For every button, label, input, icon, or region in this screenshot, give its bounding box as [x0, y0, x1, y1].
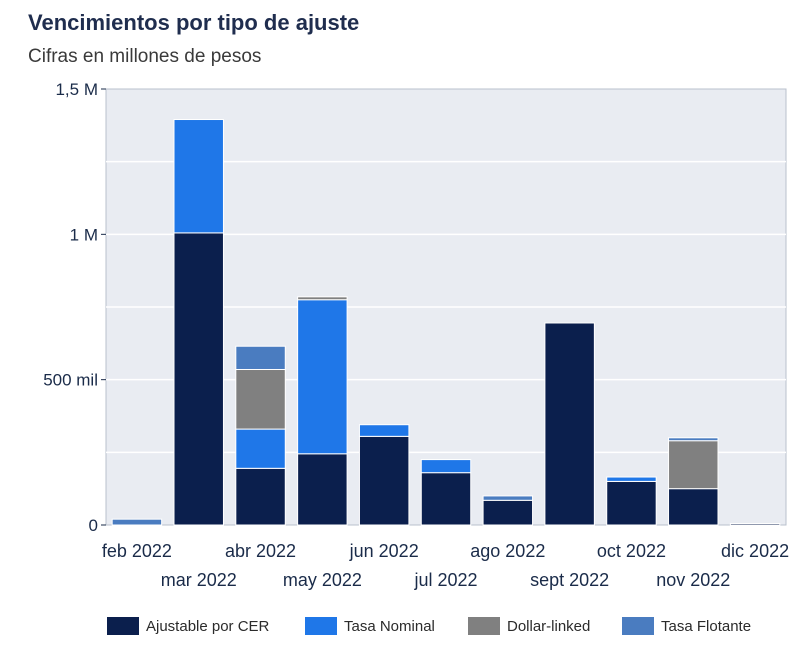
bar-segment	[668, 437, 719, 442]
legend-item: Tasa Nominal	[305, 614, 435, 638]
bar-segment	[358, 424, 410, 437]
legend-label: Dollar-linked	[507, 617, 591, 635]
legend-swatch	[107, 617, 139, 635]
legend-item: Tasa Flotante	[622, 614, 751, 638]
bar-segment	[482, 495, 534, 501]
y-tick-label: 500 mil	[43, 371, 98, 390]
x-tick-label: jun 2022	[349, 541, 419, 561]
bar-segment	[173, 119, 224, 234]
bar-segment	[544, 322, 595, 526]
x-tick-label: nov 2022	[656, 570, 730, 590]
x-tick-label: oct 2022	[597, 541, 666, 561]
x-tick-label: dic 2022	[721, 541, 789, 561]
bar-segment	[297, 453, 348, 526]
legend-label: Ajustable por CER	[146, 617, 270, 635]
chart-legend: Ajustable por CER Tasa Nominal Dollar-link…	[0, 614, 800, 642]
x-tick-label: ago 2022	[470, 541, 545, 561]
x-tick-label: abr 2022	[225, 541, 296, 561]
legend-item: Dollar-linked	[468, 614, 590, 638]
legend-item: Ajustable por CER	[107, 614, 269, 638]
bar-segment	[173, 232, 224, 526]
bar-segment	[297, 296, 348, 301]
bar-segment	[729, 523, 781, 526]
legend-swatch	[622, 617, 654, 635]
chart-title: Vencimientos por tipo de ajuste	[28, 10, 360, 35]
y-tick-label: 1,5 M	[55, 80, 98, 99]
x-tick-label: sept 2022	[530, 570, 609, 590]
x-tick-label: may 2022	[283, 570, 362, 590]
legend-swatch	[468, 617, 500, 635]
x-tick-label: mar 2022	[161, 570, 237, 590]
bar-segment	[420, 472, 472, 526]
bar-segment	[420, 459, 472, 474]
y-tick-label: 0	[89, 516, 98, 535]
x-tick-label: feb 2022	[102, 541, 172, 561]
bar-segment	[297, 299, 348, 455]
chart-subtitle: Cifras en millones de pesos	[28, 46, 262, 67]
bar-segment	[606, 476, 657, 482]
bar-segment	[606, 480, 657, 526]
legend-swatch	[305, 617, 337, 635]
bar-segment	[668, 488, 719, 526]
legend-label: Tasa Flotante	[661, 617, 752, 635]
legend-label: Tasa Nominal	[344, 617, 435, 635]
bar-segment	[668, 440, 719, 490]
bar-segment	[111, 518, 163, 526]
bar-segment	[235, 467, 286, 526]
y-tick-label: 1 M	[70, 225, 98, 244]
bar-segment	[482, 499, 534, 526]
bar-segment	[235, 428, 286, 469]
bar-segment	[358, 435, 410, 526]
bar-segment	[235, 345, 286, 370]
x-tick-label: jul 2022	[413, 570, 477, 590]
bar-segment	[235, 368, 286, 430]
